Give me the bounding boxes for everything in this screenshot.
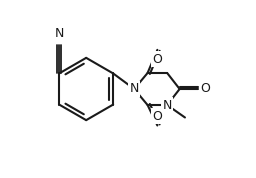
Text: O: O <box>152 53 162 66</box>
Text: N: N <box>130 82 139 96</box>
Text: O: O <box>200 82 210 96</box>
Text: O: O <box>152 110 162 123</box>
Text: N: N <box>55 27 64 40</box>
Text: N: N <box>163 98 172 112</box>
